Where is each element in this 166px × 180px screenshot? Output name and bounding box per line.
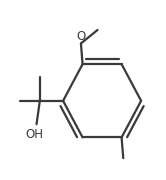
Text: OH: OH: [26, 128, 44, 141]
Text: O: O: [76, 30, 85, 42]
